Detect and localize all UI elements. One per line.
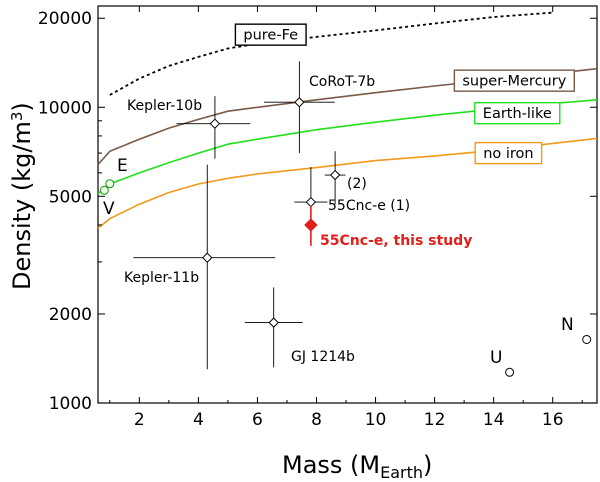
planet-corot-7b: [263, 61, 335, 154]
curve-label-box: [474, 141, 543, 165]
curve-label-text: pure-Fe: [243, 28, 298, 44]
plot-frame: [97, 5, 598, 404]
solar-planet-neptune: [582, 334, 592, 344]
y-tick-label: 5000: [49, 187, 92, 207]
label-corot-7b: CoRoT-7b: [309, 74, 375, 90]
diamond-marker: [294, 97, 305, 108]
label-gj-1214b: GJ 1214b: [291, 349, 355, 365]
solar-planet-uranus: [505, 367, 515, 377]
x-tick-label: 12: [424, 410, 446, 430]
diamond-marker: [209, 118, 221, 129]
label-uranus: U: [490, 348, 502, 368]
curve-label-no-iron: no iron: [474, 141, 543, 165]
curve-label-text: super-Mercury: [462, 74, 566, 90]
curve-label-box: [474, 101, 561, 125]
label-this-study: 55Cnc-e, this study: [320, 233, 472, 249]
x-tick-label: 2: [134, 410, 145, 430]
curve-label-pure-fe: pure-Fe: [234, 23, 307, 46]
x-axis-title: Mass (MEarth): [282, 451, 432, 482]
diamond-marker: [268, 317, 279, 328]
diamond-marker: [329, 169, 341, 181]
diamond-marker: [202, 252, 213, 263]
label-55cnc-e-2: (2): [347, 176, 367, 192]
diamond-marker: [305, 196, 317, 208]
curve-label-box: [234, 23, 307, 46]
curve-labels: pure-Fe super-Mercury Earth-like no iron: [234, 23, 575, 165]
diamond-marker: [304, 218, 318, 232]
x-tick-label: 14: [483, 410, 505, 430]
solar-planet-venus: [99, 185, 109, 195]
curve-label-earth-like: Earth-like: [474, 101, 561, 125]
label-earth: E: [117, 156, 128, 176]
x-tick-label: 10: [365, 410, 387, 430]
label-55cnc-e-1: 55Cnc-e (1): [328, 198, 410, 214]
x-tick-label: 16: [542, 410, 564, 430]
axis-ticks: 2 4 6 8 10 12 14 16 1000 2000 5000 10000 20000: [38, 6, 597, 430]
label-neptune: N: [561, 315, 574, 335]
planet-gj-1214b: [244, 287, 303, 368]
label-venus: V: [103, 199, 115, 219]
planet-55cnc-e-this-study: [304, 205, 318, 246]
x-tick-label: 4: [193, 410, 204, 430]
label-kepler-11b: Kepler-11b: [124, 270, 199, 286]
curve-label-box: [453, 69, 575, 92]
curve-label-text: no iron: [483, 146, 533, 162]
planet-kepler-11b: [133, 164, 276, 370]
planet-kepler-10b: [176, 96, 251, 159]
x-tick-label: 8: [311, 410, 322, 430]
y-tick-label: 10000: [38, 98, 92, 118]
planet-labels: Kepler-10b CoRoT-7b (2) 55Cnc-e (1) Kepler-1…: [103, 74, 574, 368]
solar-planet-earth: [105, 179, 115, 189]
y-tick-label: 2000: [49, 305, 92, 325]
y-tick-label: 1000: [49, 394, 92, 414]
planet-55cnc-e-2: [324, 151, 346, 205]
label-kepler-10b: Kepler-10b: [127, 98, 202, 114]
curve-label-text: Earth-like: [483, 106, 552, 122]
curve-label-super-mercury: super-Mercury: [453, 69, 575, 92]
y-axis-title: Density (kg/m3): [8, 102, 36, 290]
y-tick-label: 20000: [38, 9, 92, 29]
planet-errorbars: [99, 61, 592, 377]
x-tick-label: 6: [252, 410, 263, 430]
